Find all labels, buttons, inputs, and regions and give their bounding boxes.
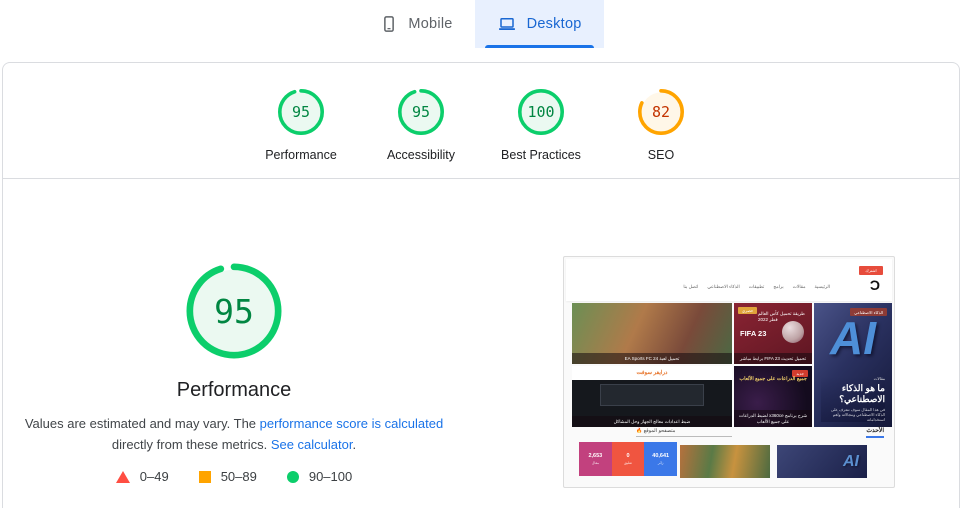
legend-fail: 0–49 (115, 469, 169, 485)
fifa-caption: تحميل تحديث FIFA 23 برابط مباشر (734, 353, 812, 364)
stat-comments-value: 0 (626, 453, 630, 460)
visitor-stats-label: متصفحو الموقع 🔥 (636, 428, 732, 437)
page-screenshot-thumbnail: اشترك Ɔ الرئيسية مقالات برامج تطبيقات ال… (563, 256, 895, 488)
legend-good-range: 90–100 (308, 469, 353, 485)
accessibility-label: Accessibility (386, 148, 456, 162)
hero-text-block: مقالات ما هو الذكاء الاصطناعي؟ في هذا ال… (821, 375, 885, 422)
screenshot-column: اشترك Ɔ الرئيسية مقالات برامج تطبيقات ال… (563, 179, 895, 488)
fc24-caption: تحميل لعبة EA Sports FC 24 (572, 353, 732, 364)
hero-subtitle: في هذا المقال سوف نتعرف على الذكاء الاصط… (830, 407, 885, 422)
visitor-stat-boxes: 2,653 مقال 0 تعليق 40,641 زائر (579, 442, 678, 476)
preview-nav-item: الذكاء الاصطناعي (707, 284, 740, 289)
fifa-logo-text: FIFA 23 (740, 329, 767, 338)
tab-desktop[interactable]: Desktop (474, 0, 604, 48)
performance-main-score: 95 (214, 291, 254, 331)
performance-score: 95 (291, 103, 311, 121)
accessibility-score: 95 (411, 103, 431, 121)
stat-articles-unit: مقال (591, 460, 599, 465)
red-triangle-icon (115, 470, 130, 483)
stat-articles: 2,653 مقال (579, 442, 612, 476)
legend-fail-range: 0–49 (139, 469, 169, 485)
preview-driver-card: درايفر سوفت ضبط اعدادات معالج الجهاز وحل… (572, 366, 732, 427)
ai-artwork: AI (830, 312, 876, 364)
summary-best-practices[interactable]: 100 Best Practices (481, 88, 601, 178)
legend-average: 50–89 (198, 469, 257, 485)
section-divider (3, 178, 959, 179)
preview-cta-button: اشترك (859, 266, 883, 275)
disclaimer-text: Values are estimated and may vary. The (24, 416, 260, 431)
tab-mobile-label: Mobile (408, 16, 453, 32)
summary-accessibility[interactable]: 95 Accessibility (361, 88, 481, 178)
driver-caption: ضبط اعدادات معالج الجهاز وحل المشاكل (572, 416, 732, 427)
ai-thumb-text: AI (843, 452, 859, 470)
hero-category: مقالات (873, 375, 885, 381)
performance-main-gauge: 95 (184, 261, 284, 361)
seo-label: SEO (647, 148, 675, 162)
preview-nav: الرئيسية مقالات برامج تطبيقات الذكاء الا… (683, 284, 830, 290)
preview-site-logo: Ɔ (869, 277, 880, 293)
seo-score: 82 (651, 103, 671, 121)
driver-screenshot-graphic (600, 384, 704, 406)
best-practices-score: 100 (527, 103, 555, 121)
mobile-phone-icon (380, 15, 398, 33)
preview-site-header: اشترك Ɔ الرئيسية مقالات برامج تطبيقات ال… (566, 259, 892, 301)
green-circle-icon (286, 470, 299, 483)
soccer-ball-graphic (782, 321, 804, 343)
summary-performance[interactable]: 95 Performance (241, 88, 361, 178)
accessibility-gauge: 95 (397, 88, 445, 136)
stat-visitors-value: 40,641 (652, 453, 670, 460)
desktop-laptop-icon (497, 15, 517, 33)
score-legend: 0–49 50–89 90–100 (115, 469, 353, 485)
driver-brand: درايفر سوفت (572, 366, 732, 380)
see-calculator-link[interactable]: See calculator (270, 437, 353, 453)
preview-hero-article: AI الذكاء الاصطناعي مقالات ما هو الذكاء … (814, 303, 892, 427)
score-summary: 95 Performance 95 Accessibility 100 Best… (3, 63, 959, 178)
stat-articles-value: 2,653 (588, 453, 603, 460)
calculation-link[interactable]: performance score is calculated (259, 416, 444, 431)
preview-nav-item: برامج (773, 284, 784, 289)
latest-heading: الأحدث (866, 427, 884, 438)
hero-title: ما هو الذكاء الاصطناعي؟ (839, 382, 885, 404)
best-practices-gauge: 100 (517, 88, 565, 136)
score-disclaimer: Values are estimated and may vary. The p… (15, 413, 453, 455)
performance-label: Performance (265, 148, 337, 162)
preview-nav-item: الرئيسية (814, 284, 831, 289)
preview-fc24-card: تحميل لعبة EA Sports FC 24 (572, 303, 732, 364)
performance-section-title: Performance (176, 379, 292, 401)
seo-gauge: 82 (637, 88, 685, 136)
device-tabbar: Mobile Desktop (0, 0, 962, 48)
preview-x360ce-card: جديد جميع الدراعات على جميع الألعاب شرح … (734, 366, 812, 427)
stat-visitors-unit: زائر (657, 460, 664, 465)
disclaimer-text: . (352, 437, 357, 453)
stat-visitors: 40,641 زائر (644, 442, 678, 476)
new-badge: جديد (792, 370, 808, 377)
preview-nav-item: مقالات (792, 284, 806, 289)
orange-square-icon (198, 470, 211, 483)
preview-nav-item: اتصل بنا (683, 284, 699, 289)
performance-gauge: 95 (277, 88, 325, 136)
legend-average-range: 50–89 (220, 469, 257, 485)
hero-category-badge: الذكاء الاصطناعي (850, 308, 887, 316)
report-card: 95 Performance 95 Accessibility 100 Best… (2, 62, 960, 508)
fifa-badge: حصري (738, 307, 758, 314)
legend-good: 90–100 (286, 469, 353, 485)
x360ce-caption: شرح برنامج x360ce لضبط الدراعات على جميع… (734, 410, 812, 427)
best-practices-label: Best Practices (501, 148, 581, 162)
disclaimer-text: directly from these metrics. (111, 437, 271, 453)
fifa-headline: طريقة تحميل كأس العالم قطر 2022 (758, 311, 805, 322)
performance-gauge-column: 95 Performance Values are estimated and … (3, 179, 465, 488)
preview-article-grid: AI الذكاء الاصطناعي مقالات ما هو الذكاء … (572, 303, 892, 427)
stat-comments: 0 تعليق (611, 442, 645, 476)
preview-fifa-card: حصري طريقة تحميل كأس العالم قطر 2022 FIF… (734, 303, 812, 364)
stat-comments-unit: تعليق (624, 460, 632, 465)
team-photo-thumb (680, 445, 770, 478)
preview-nav-item: تطبيقات (748, 284, 765, 289)
summary-seo[interactable]: 82 SEO (601, 88, 721, 178)
tab-mobile[interactable]: Mobile (358, 0, 474, 48)
x360ce-headline: جميع الدراعات على جميع الألعاب (739, 376, 807, 382)
ai-photo-thumb: AI (777, 445, 867, 478)
tab-desktop-label: Desktop (526, 16, 582, 32)
performance-section: 95 Performance Values are estimated and … (3, 179, 959, 488)
